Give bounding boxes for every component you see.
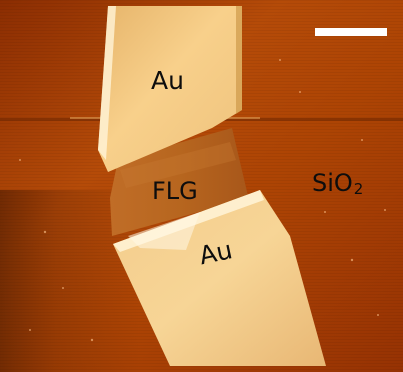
label-au-bottom: Au bbox=[196, 235, 235, 271]
label-sio2-subscript: 2 bbox=[353, 180, 364, 198]
label-sio2-main: SiO bbox=[312, 169, 353, 197]
gold-electrode-top-edge bbox=[98, 6, 116, 160]
gold-electrode-bottom-highlight bbox=[128, 212, 200, 250]
label-sio2: SiO2 bbox=[312, 171, 363, 197]
scale-bar bbox=[315, 28, 387, 36]
surface-particles bbox=[19, 59, 386, 342]
label-flg: FLG bbox=[152, 177, 198, 205]
gold-electrode-top-shadow bbox=[236, 6, 242, 114]
gold-electrode-top bbox=[98, 6, 242, 172]
flg-flake-layer bbox=[120, 142, 236, 188]
label-au-top: Au bbox=[151, 66, 184, 95]
